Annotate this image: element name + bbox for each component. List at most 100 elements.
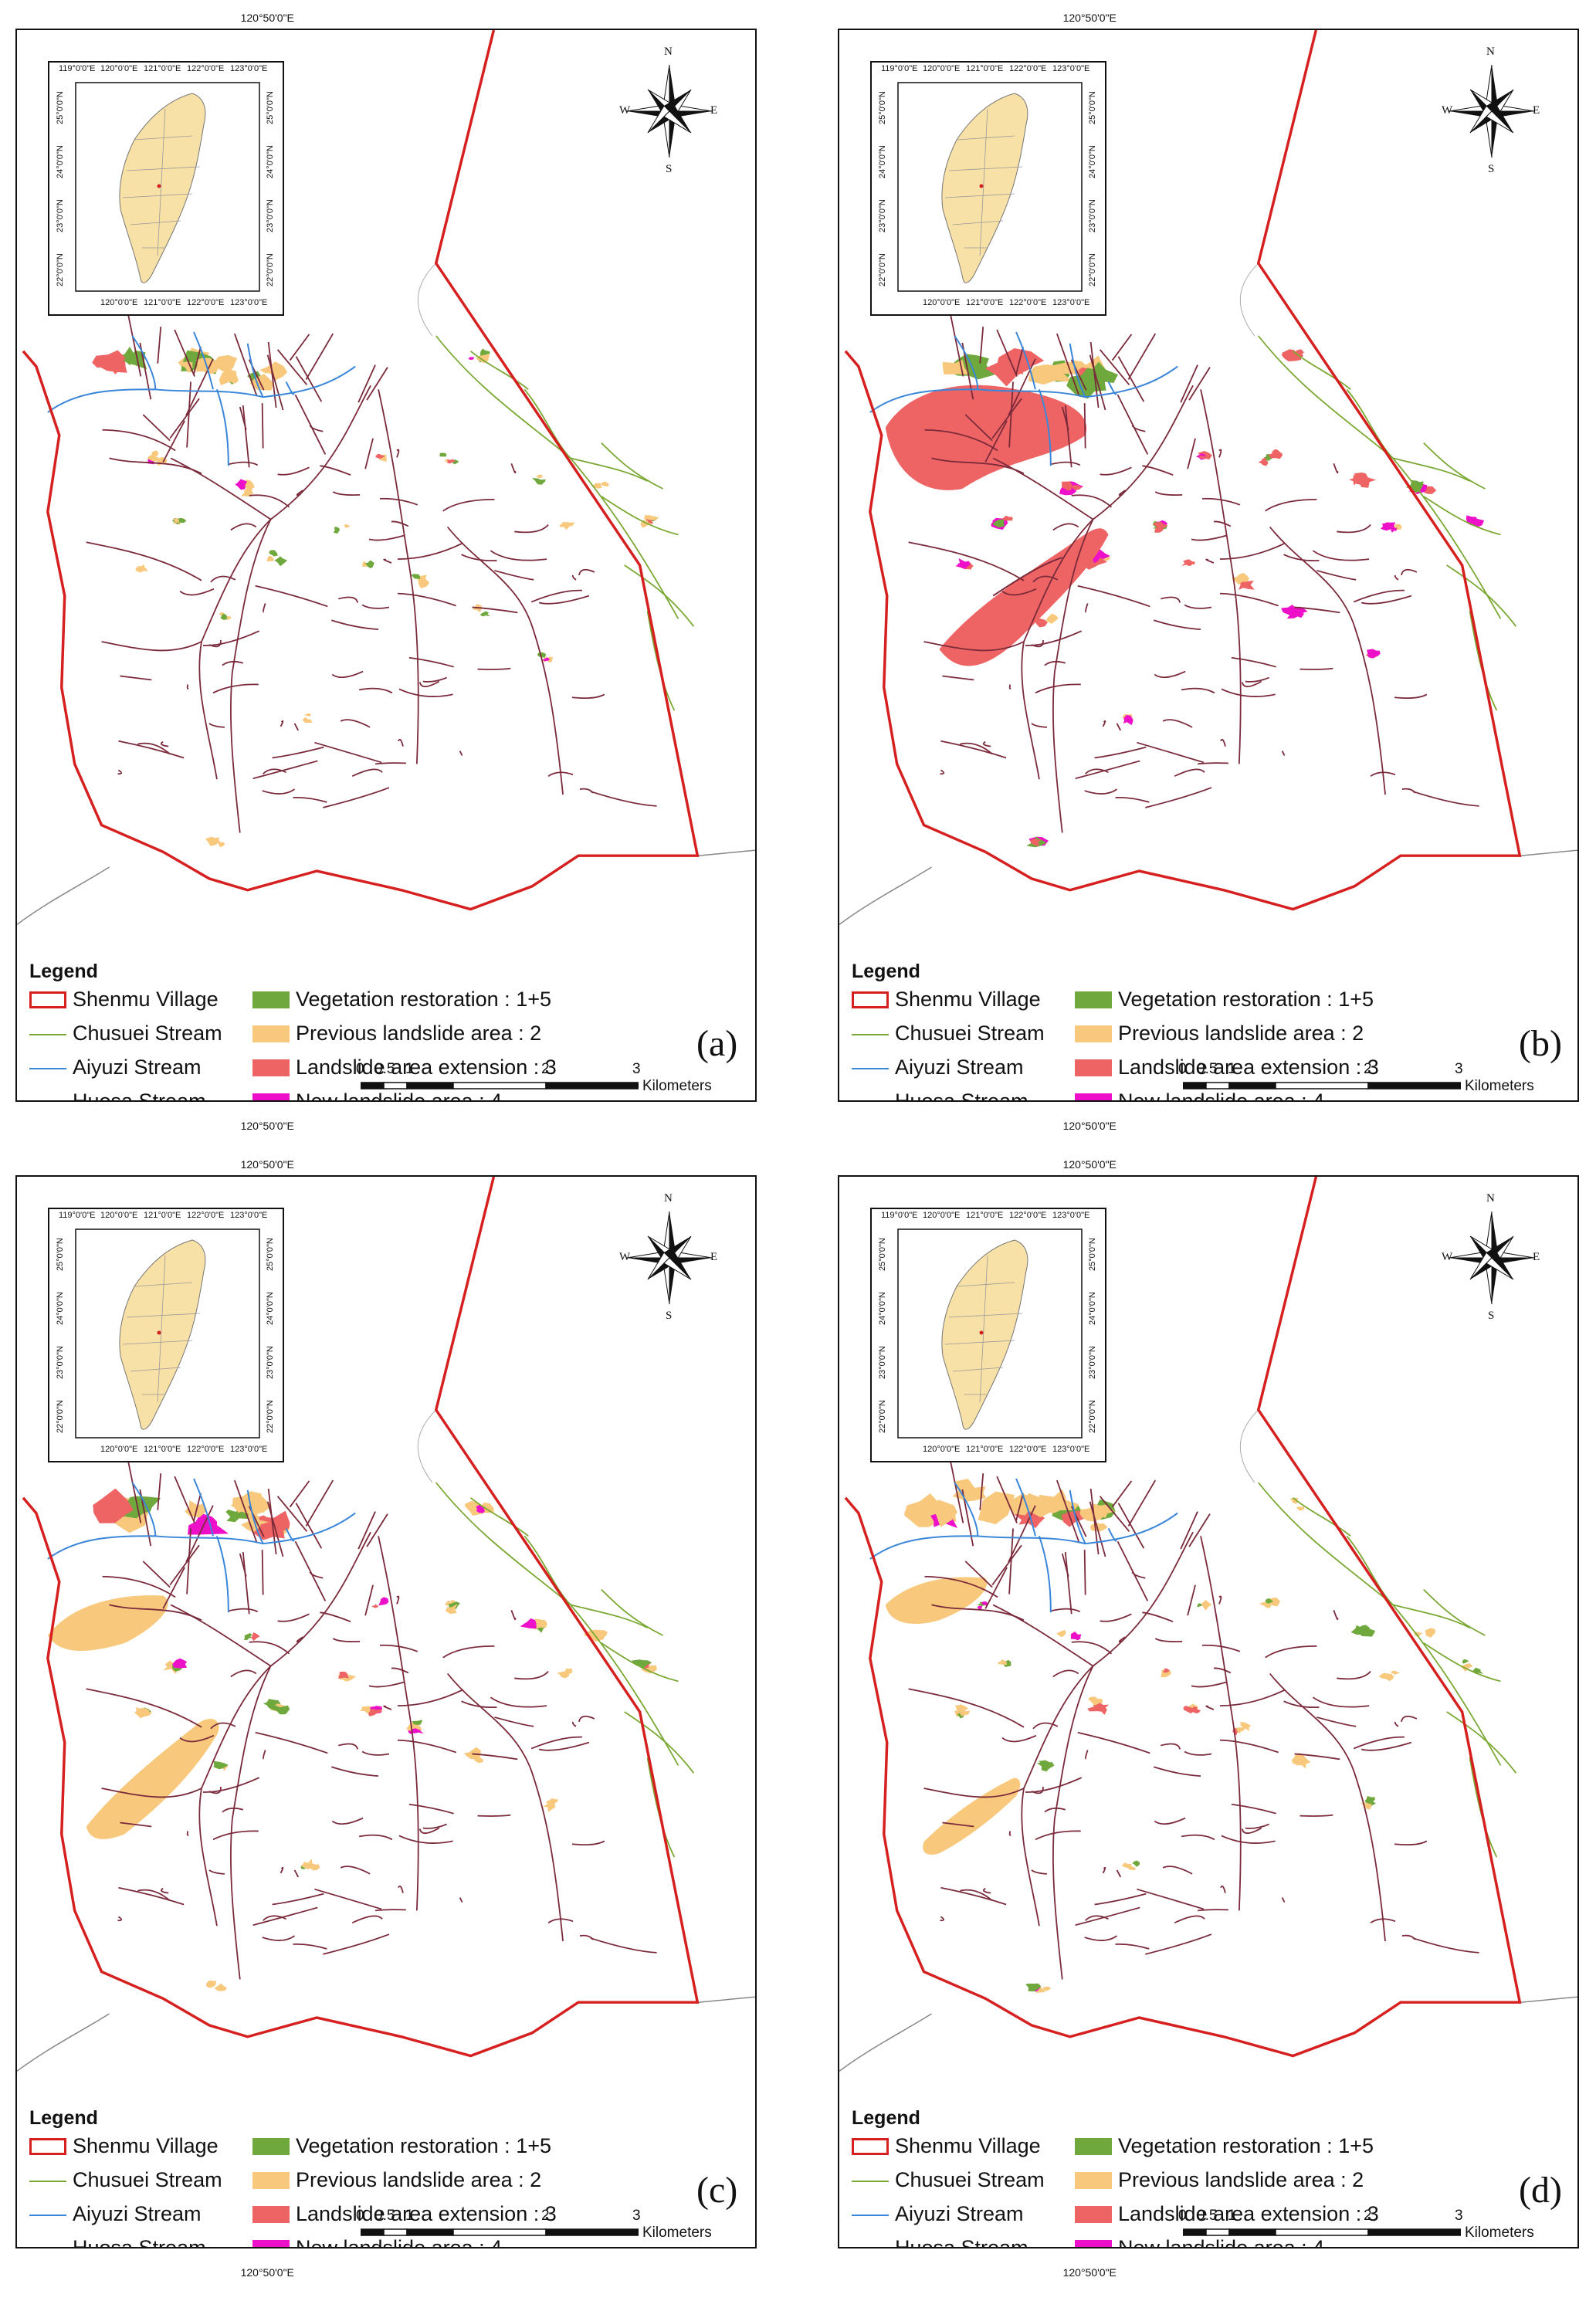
legend-swatch bbox=[1075, 1059, 1112, 1076]
huosa-stream-line bbox=[1154, 1817, 1186, 1825]
landslide-patch bbox=[412, 1720, 423, 1725]
compass-w-label: W bbox=[619, 1251, 631, 1263]
huosa-stream-line bbox=[1154, 491, 1183, 496]
huosa-stream-line bbox=[161, 1887, 169, 1894]
huosa-stream-line bbox=[1117, 394, 1149, 455]
huosa-stream-line bbox=[1401, 788, 1416, 794]
huosa-stream-line bbox=[262, 788, 296, 795]
scale-unit-label: Kilometers bbox=[642, 1078, 712, 1094]
huosa-stream-line bbox=[1205, 558, 1215, 564]
landslide-patch bbox=[537, 652, 547, 658]
county-boundary bbox=[956, 135, 1015, 141]
legend-swatch bbox=[1075, 2239, 1112, 2247]
huosa-stream-line bbox=[942, 675, 974, 681]
huosa-stream-line bbox=[280, 1866, 284, 1874]
huosa-stream-line bbox=[442, 1645, 495, 1659]
huosa-stream-line bbox=[396, 449, 400, 458]
huosa-stream-line bbox=[1052, 1669, 1079, 1678]
huosa-stream-line bbox=[1205, 1705, 1215, 1710]
huosa-stream-line bbox=[991, 398, 1022, 439]
huosa-stream-line bbox=[263, 603, 266, 613]
landslide-patch bbox=[439, 452, 447, 457]
landslide-patch bbox=[245, 486, 253, 494]
huosa-stream-line bbox=[1213, 1667, 1232, 1674]
huosa-stream-line bbox=[1181, 1834, 1215, 1841]
legend-label: Huosa Stream bbox=[895, 2236, 1028, 2248]
huosa-stream-line bbox=[101, 641, 202, 652]
huosa-stream-line bbox=[1075, 760, 1140, 780]
huosa-stream-line bbox=[185, 358, 214, 416]
huosa-stream-line bbox=[1142, 465, 1174, 476]
inset-tick-label: 121°0'0"E bbox=[144, 1211, 181, 1220]
huosa-stream-line bbox=[295, 1503, 323, 1549]
compass-w-label: W bbox=[619, 104, 631, 117]
admin-boundary-line bbox=[839, 2013, 932, 2072]
huosa-stream-line bbox=[1174, 1915, 1205, 1924]
huosa-stream-line bbox=[991, 1544, 1022, 1586]
huosa-stream-line bbox=[1174, 768, 1205, 778]
landslide-patch bbox=[446, 459, 456, 464]
huosa-stream-line bbox=[547, 771, 574, 777]
chusuei-stream-line bbox=[601, 496, 679, 536]
huosa-stream-line bbox=[1085, 768, 1109, 774]
huosa-stream-line bbox=[408, 656, 454, 668]
huosa-stream-line bbox=[208, 639, 222, 648]
county-boundary bbox=[979, 1255, 988, 1403]
huosa-stream-line bbox=[1269, 1672, 1386, 1942]
legend-item: Shenmu Village bbox=[29, 988, 219, 1012]
legend-swatch bbox=[252, 2205, 290, 2223]
huosa-stream-line bbox=[1118, 1636, 1126, 1642]
huosa-stream-line bbox=[1044, 660, 1066, 666]
inset-tick-label: 25°0'0"N bbox=[266, 1238, 275, 1271]
huosa-stream-line bbox=[338, 1743, 359, 1750]
inset-tick-label: 123°0'0"E bbox=[1052, 1445, 1090, 1454]
huosa-stream-line bbox=[1221, 1835, 1276, 1844]
landslide-patch bbox=[997, 1659, 1007, 1666]
bottom-coordinate-label: 120°50'0"E bbox=[240, 1120, 294, 1132]
huosa-stream-line bbox=[924, 1575, 998, 1598]
huosa-stream-line bbox=[1231, 656, 1276, 668]
chusuei-stream-line bbox=[1423, 1642, 1501, 1683]
inset-tick-label: 120°0'0"E bbox=[100, 298, 138, 307]
huosa-stream-line bbox=[1245, 676, 1270, 683]
legend-label: Chusuei Stream bbox=[895, 1022, 1045, 1045]
huosa-stream-line bbox=[442, 498, 495, 512]
scale-tick-label: 0.5 bbox=[1197, 1061, 1218, 1077]
huosa-stream-line bbox=[1127, 333, 1157, 380]
huosa-stream-line bbox=[1083, 403, 1086, 449]
legend-item: Chusuei Stream bbox=[29, 2168, 222, 2192]
scale-tick-label: 2 bbox=[1364, 1061, 1372, 1077]
admin-boundary-line bbox=[839, 866, 932, 925]
huosa-stream-line bbox=[510, 1610, 517, 1621]
legend-item: Aiyuzi Stream bbox=[29, 2202, 202, 2226]
scale-tick-label: 3 bbox=[1455, 1061, 1463, 1077]
legend-swatch bbox=[252, 1059, 290, 1076]
inset-tick-label: 121°0'0"E bbox=[966, 1211, 1004, 1220]
legend-label: Landslide area extension : 3 bbox=[296, 1056, 557, 1079]
landslide-patch bbox=[1071, 485, 1083, 490]
map-canvas bbox=[839, 1177, 1577, 2072]
huosa-stream-line bbox=[340, 1866, 371, 1875]
compass-n-label: N bbox=[664, 46, 673, 58]
huosa-stream-line bbox=[289, 1480, 310, 1508]
landslide-patch bbox=[1089, 1523, 1108, 1532]
huosa-stream-line bbox=[293, 1869, 299, 1878]
huosa-stream-line bbox=[1283, 554, 1320, 562]
huosa-stream-line bbox=[931, 1604, 1025, 1621]
huosa-stream-line bbox=[332, 1638, 361, 1642]
huosa-stream-line bbox=[1218, 449, 1222, 458]
huosa-stream-line bbox=[1184, 1750, 1212, 1756]
landslide-patch bbox=[1425, 1628, 1436, 1638]
landslide-patch bbox=[333, 527, 340, 534]
legend-swatch bbox=[852, 991, 889, 1008]
huosa-stream-line bbox=[579, 1934, 594, 1940]
huosa-stream-line bbox=[120, 675, 152, 681]
legend-label: Vegetation restoration : 1+5 bbox=[1118, 988, 1374, 1011]
huosa-stream-line bbox=[1316, 570, 1357, 581]
huosa-stream-line bbox=[1021, 385, 1194, 780]
legend-item: Shenmu Village bbox=[852, 988, 1041, 1012]
huosa-stream-line bbox=[578, 1715, 595, 1723]
legend-item: Landslide area extension : 3 bbox=[1075, 2202, 1379, 2226]
scale-tick-label: 1 bbox=[1228, 1061, 1236, 1077]
landslide-patch bbox=[1292, 1757, 1302, 1764]
